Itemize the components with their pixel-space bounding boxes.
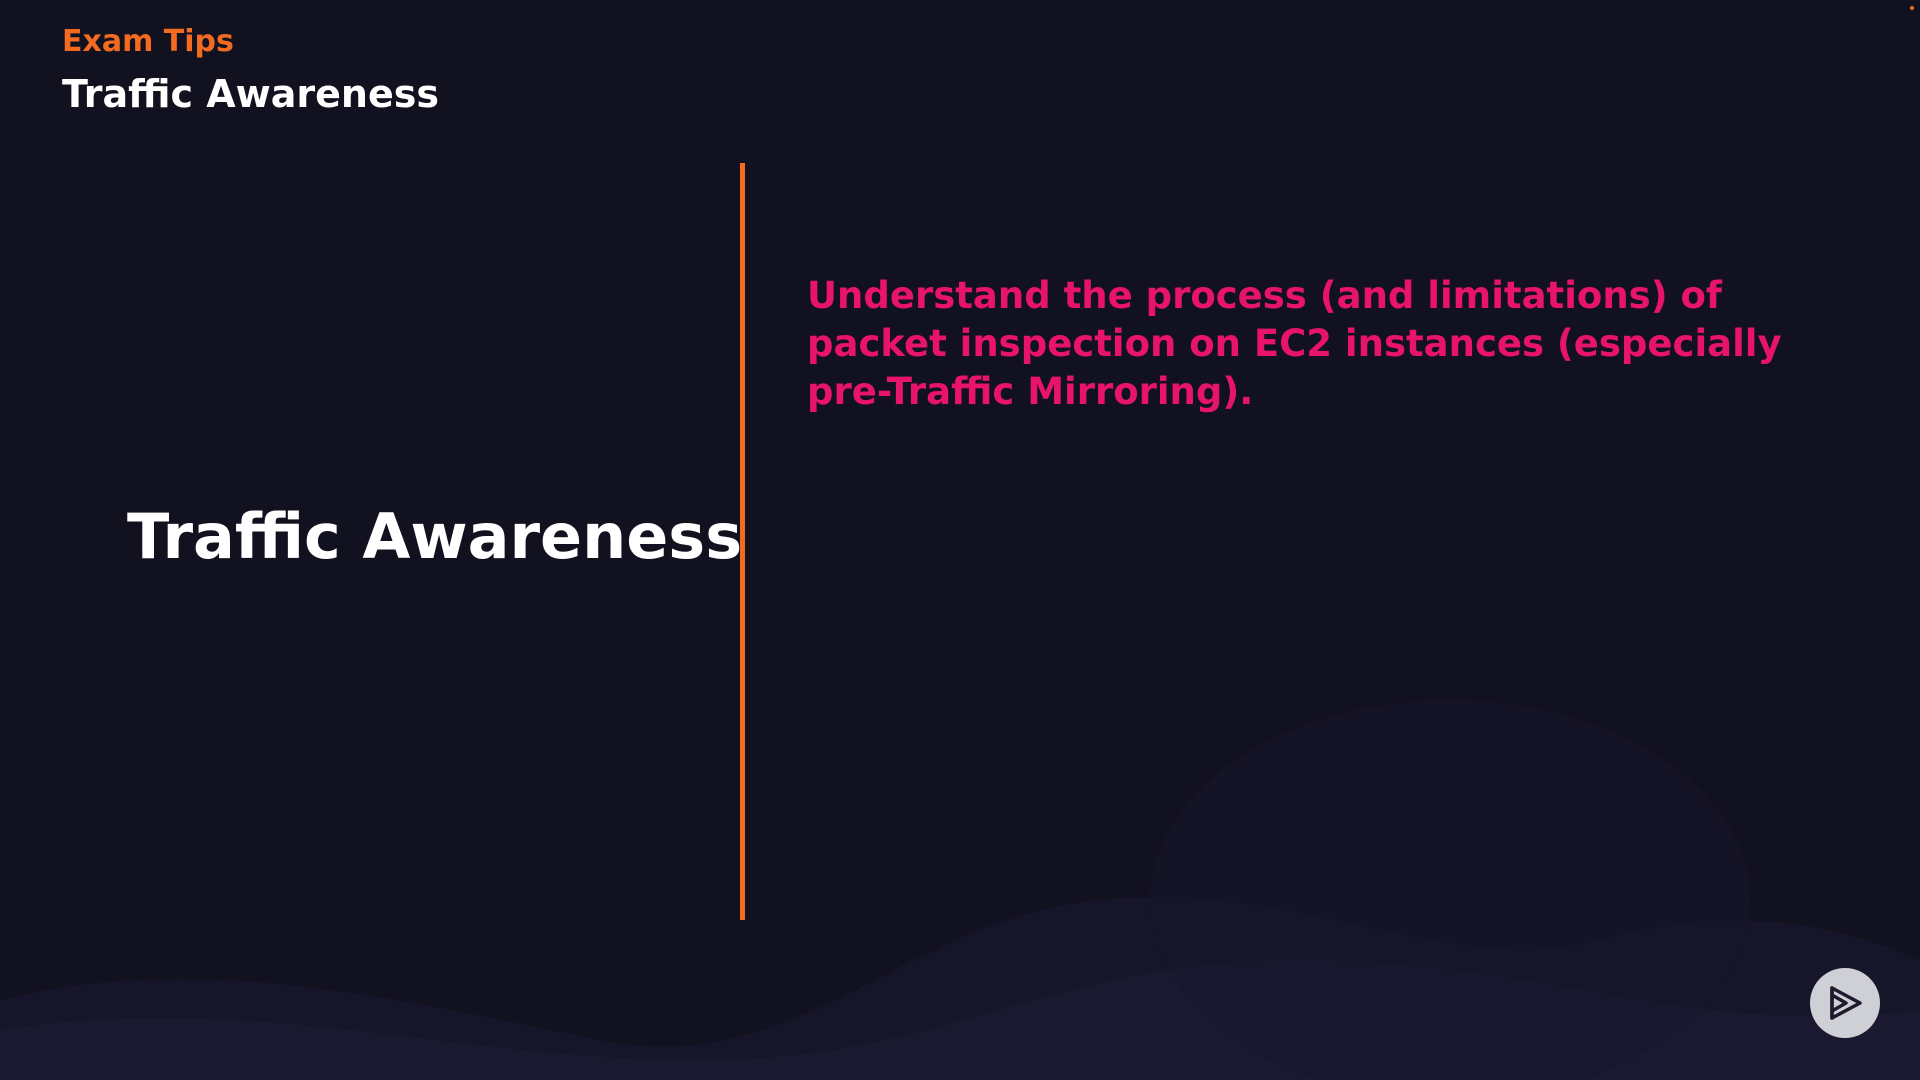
play-logo-icon bbox=[1830, 986, 1862, 1020]
page-title: Traffic Awareness bbox=[62, 72, 439, 116]
vertical-divider bbox=[740, 163, 745, 920]
corner-dot bbox=[1910, 6, 1914, 10]
exam-tip-text: Understand the process (and limitations)… bbox=[807, 274, 1782, 413]
eyebrow-label: Exam Tips bbox=[62, 24, 234, 59]
section-heading: Traffic Awareness bbox=[127, 500, 743, 573]
play-button[interactable] bbox=[1810, 968, 1880, 1038]
